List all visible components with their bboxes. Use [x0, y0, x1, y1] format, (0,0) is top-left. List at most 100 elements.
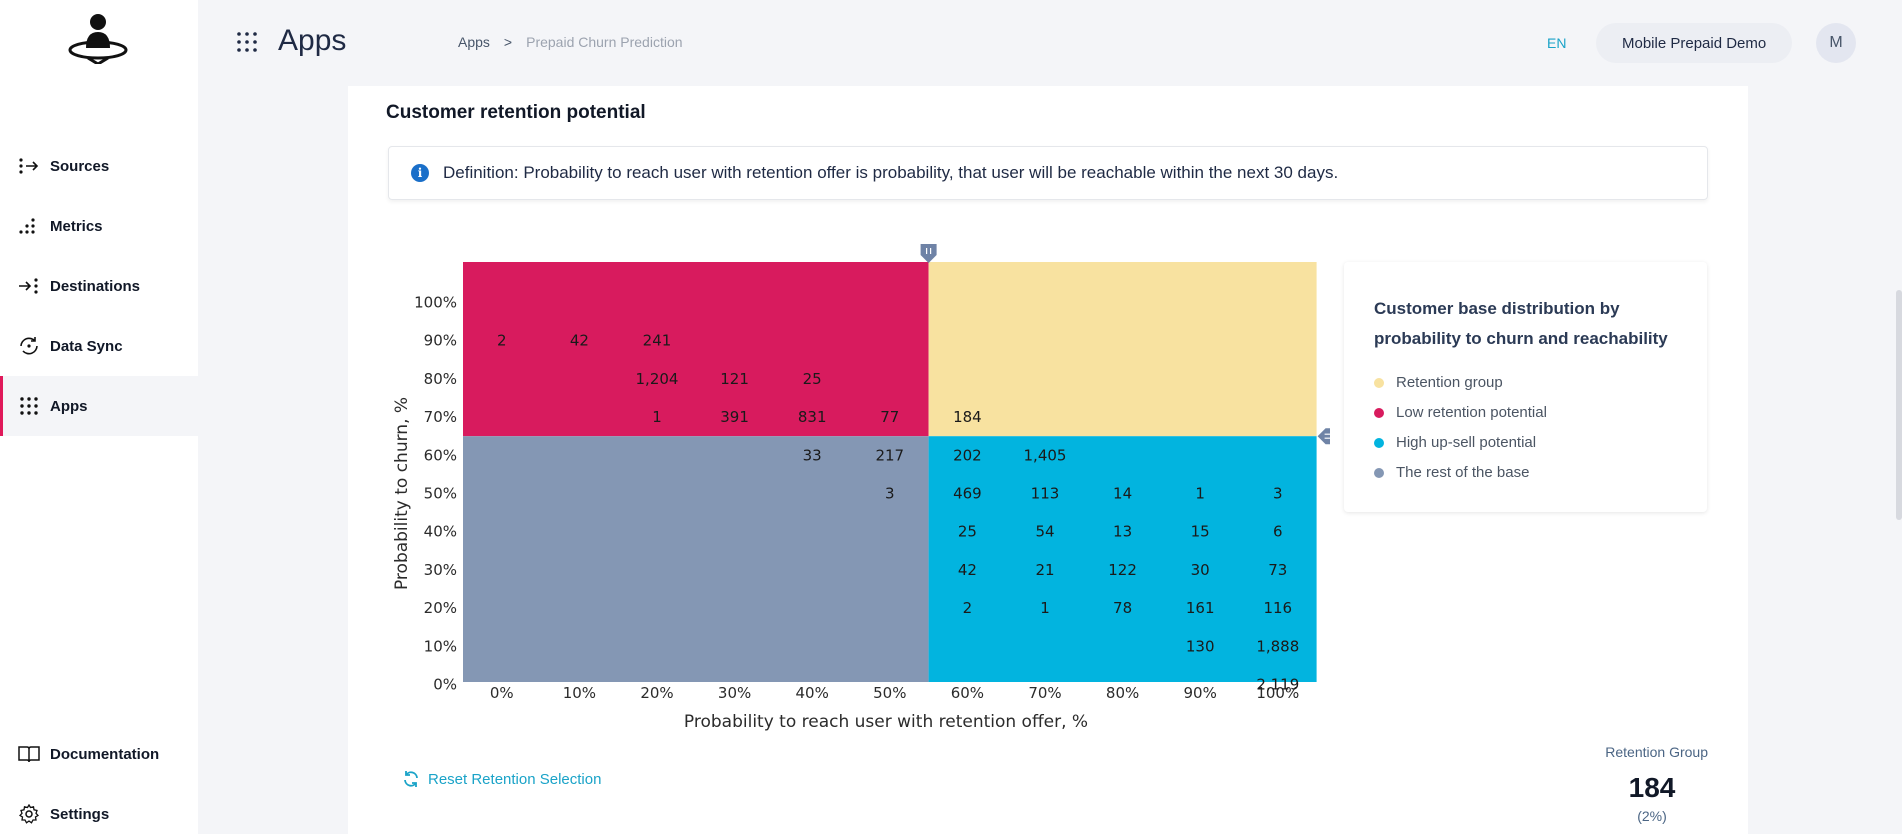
destinations-icon [18, 275, 40, 297]
sidebar-item-data-sync[interactable]: Data Sync [0, 316, 198, 376]
sidebar-item-documentation[interactable]: Documentation [0, 724, 198, 784]
cell-value: 1 [652, 408, 662, 426]
cell-value: 1,405 [1024, 446, 1067, 464]
quadrant-low-retention [463, 262, 929, 437]
workspace-button[interactable]: Mobile Prepaid Demo [1596, 23, 1793, 63]
quadrant-rest-of-base [463, 436, 929, 682]
cell-value: 1 [1195, 485, 1205, 503]
y-tick-label: 30% [424, 561, 457, 579]
cell-value: 42 [570, 332, 589, 350]
cell-value: 15 [1191, 523, 1210, 541]
apps-icon [18, 395, 40, 417]
logo-icon[interactable] [62, 8, 134, 66]
cell-value: 241 [643, 332, 672, 350]
gear-icon [18, 803, 40, 825]
refresh-icon [404, 771, 418, 787]
legend-label: High up-sell potential [1396, 434, 1537, 451]
cell-value: 6 [1273, 523, 1283, 541]
legend-item-rest: The rest of the base [1374, 464, 1529, 481]
cell-value: 25 [803, 370, 822, 388]
cell-value: 21 [1035, 561, 1054, 579]
x-tick-label: 40% [796, 684, 829, 702]
sidebar: Sources Metrics Destinations Data Sync A… [0, 0, 198, 834]
legend: Customer base distribution by probabilit… [1344, 262, 1707, 512]
cell-value: 1,204 [636, 370, 679, 388]
y-tick-label: 50% [424, 485, 457, 503]
cell-value: 14 [1113, 485, 1132, 503]
y-tick-label: 100% [414, 294, 457, 312]
cell-value: 113 [1031, 485, 1060, 503]
cell-value: 184 [953, 408, 982, 426]
sidebar-item-destinations[interactable]: Destinations [0, 256, 198, 316]
cell-value: 391 [720, 408, 749, 426]
y-tick-label: 40% [424, 523, 457, 541]
retention-group-percent: (2%) [1637, 808, 1667, 824]
x-axis-title: Probability to reach user with retention… [684, 712, 1088, 732]
scrollbar[interactable] [1896, 290, 1902, 520]
sidebar-item-apps[interactable]: Apps [0, 376, 198, 436]
cell-value: 161 [1186, 599, 1215, 617]
cell-value: 78 [1113, 599, 1132, 617]
cell-value: 30 [1191, 561, 1210, 579]
cell-value: 202 [953, 446, 982, 464]
x-tick-label: 30% [718, 684, 751, 702]
legend-label: Low retention potential [1396, 404, 1547, 421]
breadcrumb-apps[interactable]: Apps [458, 34, 490, 50]
definition-text: Definition: Probability to reach user wi… [443, 163, 1339, 182]
cell-value: 25 [958, 523, 977, 541]
breadcrumb: Apps > Prepaid Churn Prediction [458, 34, 683, 50]
legend-dot [1374, 377, 1384, 388]
cell-value: 2 [497, 332, 507, 350]
sidebar-item-label: Settings [50, 805, 110, 823]
cell-value: 42 [958, 561, 977, 579]
cell-value: 2,119 [1256, 676, 1299, 694]
y-axis-title: Probability to churn, % [392, 397, 412, 590]
apps-menu-icon[interactable] [236, 31, 258, 53]
reset-retention-button[interactable]: Reset Retention Selection [402, 770, 601, 788]
metrics-icon [18, 215, 40, 237]
page-title: Apps [278, 24, 347, 57]
x-tick-label: 10% [563, 684, 596, 702]
quadrant-retention-group [928, 262, 1317, 437]
header: Apps Apps > Prepaid Churn Prediction EN … [198, 0, 1902, 86]
avatar[interactable]: M [1816, 23, 1856, 63]
cell-value: 469 [953, 485, 982, 503]
cell-value: 831 [798, 408, 827, 426]
y-tick-label: 70% [424, 408, 457, 426]
x-tick-label: 50% [873, 684, 906, 702]
cell-value: 3 [1273, 485, 1283, 503]
legend-label: Retention group [1396, 374, 1503, 391]
language-switch[interactable]: EN [1547, 35, 1567, 51]
y-tick-label: 10% [424, 637, 457, 655]
quadrant-upsell [928, 436, 1317, 682]
sidebar-item-metrics[interactable]: Metrics [0, 196, 198, 256]
sidebar-item-settings[interactable]: Settings [0, 784, 198, 834]
book-icon [18, 743, 40, 765]
sidebar-item-label: Documentation [50, 745, 160, 763]
cell-value: 217 [875, 446, 904, 464]
cell-value: 13 [1113, 523, 1132, 541]
cell-value: 116 [1263, 599, 1292, 617]
cell-value: 1 [1040, 599, 1050, 617]
reset-label: Reset Retention Selection [428, 770, 602, 788]
x-tick-label: 90% [1184, 684, 1217, 702]
cell-value: 77 [880, 408, 899, 426]
retention-group-label: Retention Group [1605, 744, 1708, 760]
legend-title: Customer base distribution by probabilit… [1374, 299, 1668, 348]
retention-heatmap: 100% 90% 80% 70% 60% 50% 40% 30% 20% 10% 0% 0% 10% 20… [390, 240, 1337, 745]
cell-value: 1,888 [1256, 637, 1299, 655]
legend-dot [1374, 407, 1384, 418]
breadcrumb-separator: > [503, 34, 513, 50]
churn-threshold-handle[interactable] [1317, 428, 1337, 445]
card-title: Customer retention potential [386, 102, 646, 123]
cell-value: 3 [885, 485, 895, 503]
x-tick-label: 0% [490, 684, 514, 702]
y-tick-label: 20% [424, 599, 457, 617]
legend-item-upsell: High up-sell potential [1374, 434, 1536, 451]
heatmap-svg: 100% 90% 80% 70% 60% 50% 40% 30% 20% 10% 0% 0% 10% 20… [392, 244, 1337, 732]
legend-item-retention: Retention group [1374, 374, 1503, 391]
cell-value: 33 [803, 446, 822, 464]
reach-threshold-handle[interactable] [920, 244, 937, 263]
sidebar-item-label: Destinations [50, 277, 141, 295]
sidebar-item-sources[interactable]: Sources [0, 136, 198, 196]
